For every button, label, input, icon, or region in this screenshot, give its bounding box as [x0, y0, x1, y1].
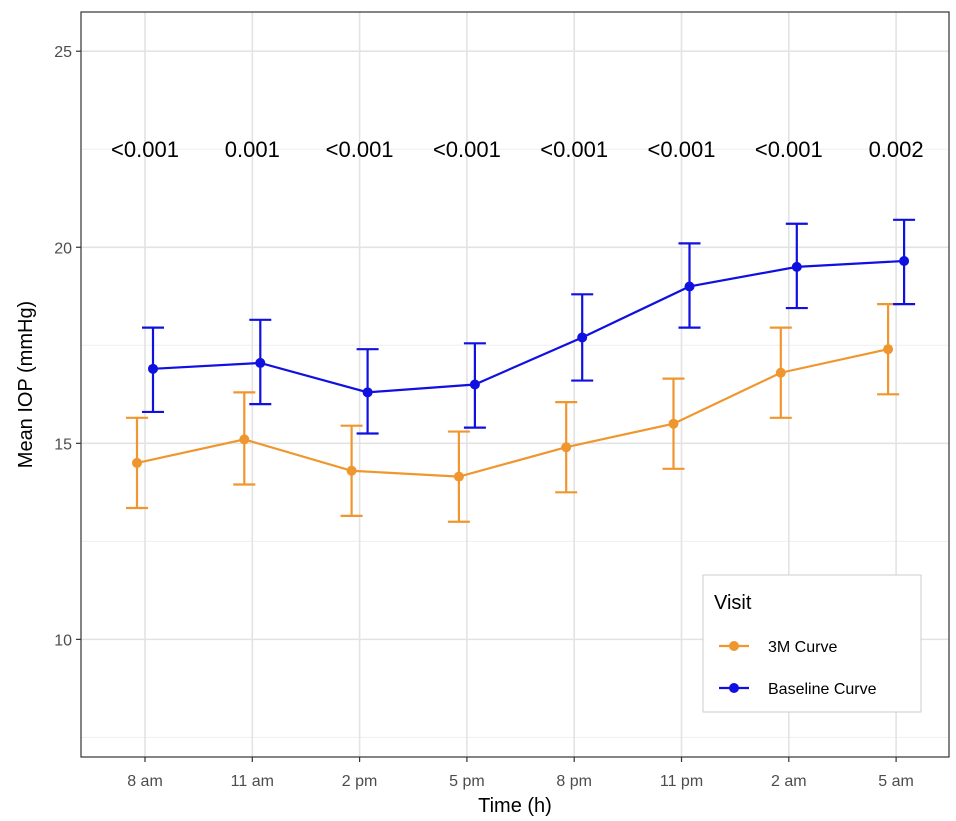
data-point [899, 255, 910, 266]
y-axis-title: Mean IOP (mmHg) [15, 301, 37, 468]
p-value-label: <0.001 [540, 137, 608, 162]
y-tick-label: 25 [54, 44, 72, 61]
series-baseline-curve [142, 218, 916, 435]
series-layer [126, 218, 916, 523]
p-value-label: <0.001 [755, 137, 823, 162]
x-tick-label: 11 pm [660, 773, 703, 790]
data-point [132, 457, 142, 468]
legend: Visit 3M Curve Baseline Curve [702, 574, 922, 713]
x-axis: 8 am 11 am 2 pm 5 pm 8 pm 11 pm 2 am 5 am [127, 757, 914, 790]
plot-panel-border [80, 11, 950, 758]
data-point [775, 367, 786, 378]
data-point [883, 344, 894, 355]
x-tick-label: 5 am [878, 773, 914, 790]
p-value-label: 0.002 [869, 137, 924, 162]
data-point [561, 442, 572, 453]
y-axis: 10 15 20 25 [54, 44, 81, 649]
data-point [239, 434, 250, 445]
data-point [668, 418, 679, 429]
major-gridlines [81, 12, 949, 757]
data-point [346, 465, 357, 476]
data-point [469, 379, 480, 390]
legend-key-point [729, 683, 739, 693]
p-value-label: 0.001 [225, 137, 280, 162]
series-line [152, 259, 905, 394]
legend-key-point [729, 641, 739, 651]
legend-entry: Baseline Curve [719, 681, 877, 698]
legend-entry-label: Baseline Curve [768, 681, 877, 698]
x-tick-label: 8 pm [556, 773, 592, 790]
series-3m-curve [126, 303, 900, 523]
p-value-label: <0.001 [111, 137, 179, 162]
x-tick-label: 5 pm [449, 773, 485, 790]
y-tick-label: 10 [54, 632, 72, 649]
legend-entries: 3M Curve Baseline Curve [719, 639, 877, 698]
minor-gridlines [81, 148, 949, 738]
legend-entry: 3M Curve [719, 639, 837, 656]
data-point [453, 471, 464, 482]
x-tick-label: 8 am [127, 773, 163, 790]
data-point [148, 363, 158, 374]
data-point [255, 357, 266, 368]
data-point [362, 387, 373, 398]
y-tick-label: 15 [54, 436, 72, 453]
x-tick-label: 2 pm [342, 773, 378, 790]
x-tick-label: 2 am [771, 773, 807, 790]
p-value-annotations: <0.001 0.001 <0.001 <0.001 <0.001 <0.001 <0.00… [111, 137, 924, 162]
data-point [684, 281, 695, 292]
data-point [577, 332, 588, 343]
y-tick-label: 20 [54, 240, 72, 257]
legend-box [702, 574, 922, 713]
series-line [136, 348, 889, 478]
x-tick-label: 11 am [231, 773, 274, 790]
legend-title: Visit [714, 592, 752, 614]
x-axis-title: Time (h) [478, 795, 552, 817]
legend-entry-label: 3M Curve [768, 639, 837, 656]
p-value-label: <0.001 [326, 137, 394, 162]
data-point [791, 261, 802, 272]
p-value-label: <0.001 [648, 137, 716, 162]
p-value-label: <0.001 [433, 137, 501, 162]
